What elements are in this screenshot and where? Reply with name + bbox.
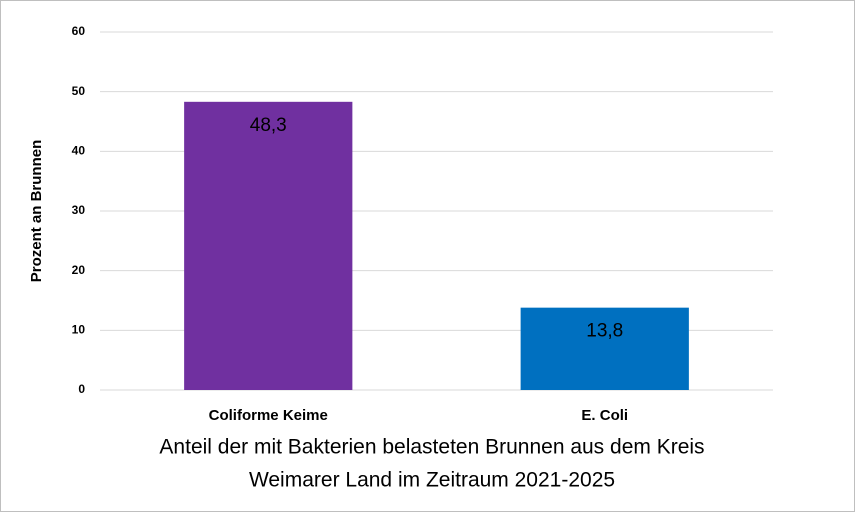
y-tick-label: 60 — [72, 24, 86, 38]
y-axis-label: Prozent an Brunnen — [28, 140, 45, 283]
y-tick-label: 50 — [72, 84, 86, 98]
x-tick-label: Coliforme Keime — [209, 407, 328, 424]
value-label: 48,3 — [250, 115, 287, 136]
y-tick-label: 10 — [72, 323, 86, 337]
value-label: 13,8 — [586, 321, 623, 342]
x-tick-label: E. Coli — [581, 407, 628, 424]
bar — [184, 101, 353, 390]
y-tick-label: 20 — [72, 263, 86, 277]
chart-title: Anteil der mit Bakterien belasteten Brun… — [159, 436, 704, 459]
chart-title: Weimarer Land im Zeitraum 2021-2025 — [249, 469, 615, 492]
y-tick-label: 30 — [72, 203, 86, 217]
bar — [520, 307, 689, 390]
y-tick-label: 0 — [78, 382, 85, 396]
y-tick-label: 40 — [72, 144, 86, 158]
